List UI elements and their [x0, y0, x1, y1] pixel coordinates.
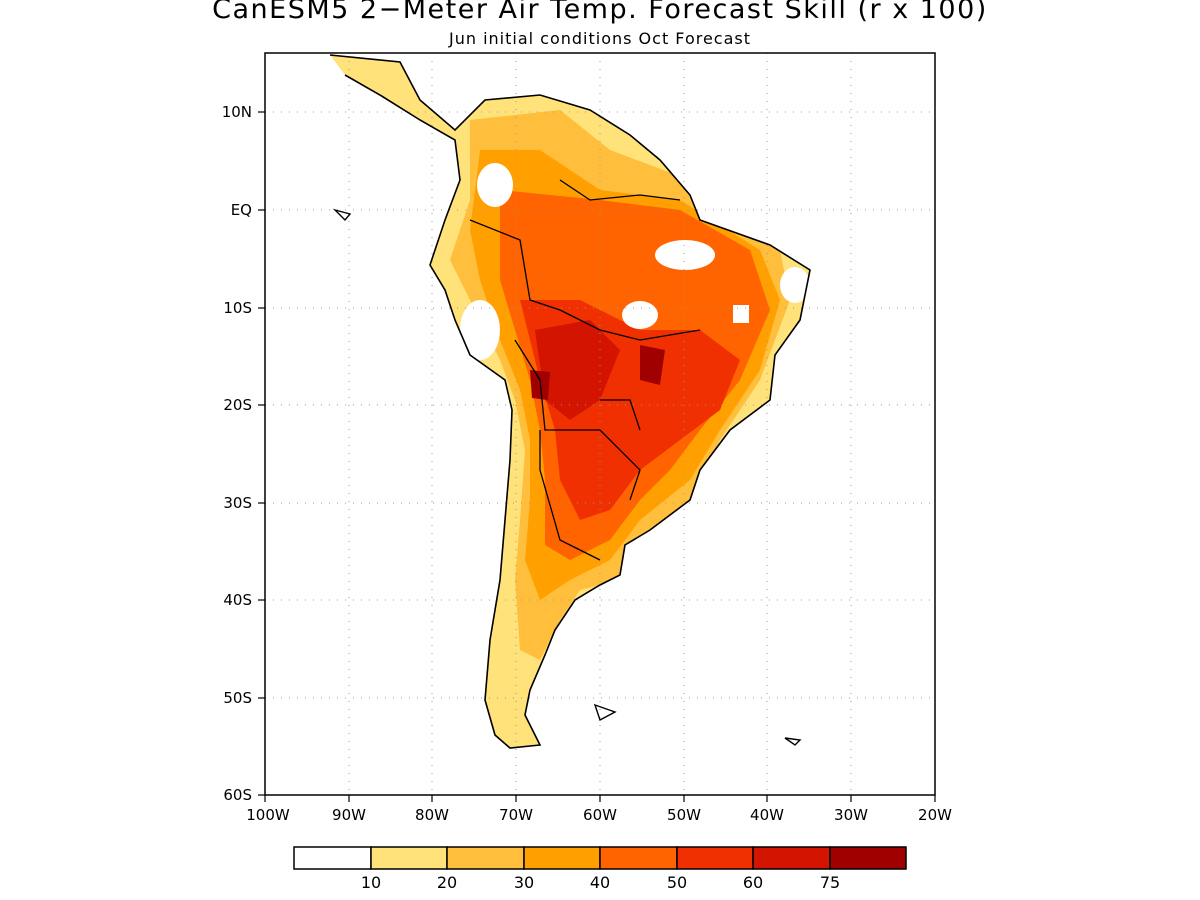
lat-axis: [258, 111, 265, 796]
colorbar-swatch: [599, 846, 678, 870]
skill-field: [330, 55, 810, 748]
colorbar-swatch: [752, 846, 831, 870]
colorbar-label: 50: [667, 873, 687, 892]
colorbar-label: 75: [820, 873, 840, 892]
lon-label: 60W: [583, 806, 617, 824]
colorbar-label: 30: [514, 873, 534, 892]
colorbar-label: 10: [361, 873, 381, 892]
colorbar: [293, 846, 907, 870]
lon-label: 40W: [750, 806, 784, 824]
colorbar-label: 60: [743, 873, 763, 892]
colorbar-label: 20: [437, 873, 457, 892]
lon-label: 80W: [415, 806, 449, 824]
colorbar-label: 40: [590, 873, 610, 892]
map-subtitle: Jun initial conditions Oct Forecast: [448, 29, 752, 48]
lon-label: 90W: [332, 806, 366, 824]
colorbar-swatch: [446, 846, 525, 870]
lon-label: 20W: [918, 806, 952, 824]
colorbar-swatch: [370, 846, 448, 870]
lon-label: 70W: [499, 806, 533, 824]
lat-label: EQ: [231, 201, 252, 219]
lat-label: 60S: [223, 786, 252, 804]
map-title: CanESM5 2−Meter Air Temp. Forecast Skill…: [212, 0, 988, 25]
lon-label: 50W: [667, 806, 701, 824]
lon-axis: [264, 795, 936, 802]
colorbar-swatch: [829, 846, 907, 870]
colorbar-swatch: [293, 846, 372, 870]
colorbar-swatch: [676, 846, 754, 870]
lat-label: 40S: [223, 591, 252, 609]
lat-label: 10S: [223, 299, 252, 317]
lat-label: 20S: [223, 396, 252, 414]
colorbar-swatch: [523, 846, 601, 870]
lon-label: 30W: [834, 806, 868, 824]
lat-label: 50S: [223, 689, 252, 707]
coastlines: [329, 54, 811, 749]
lat-label: 30S: [223, 494, 252, 512]
lon-label: 100W: [246, 806, 290, 824]
lat-label: 10N: [222, 103, 252, 121]
